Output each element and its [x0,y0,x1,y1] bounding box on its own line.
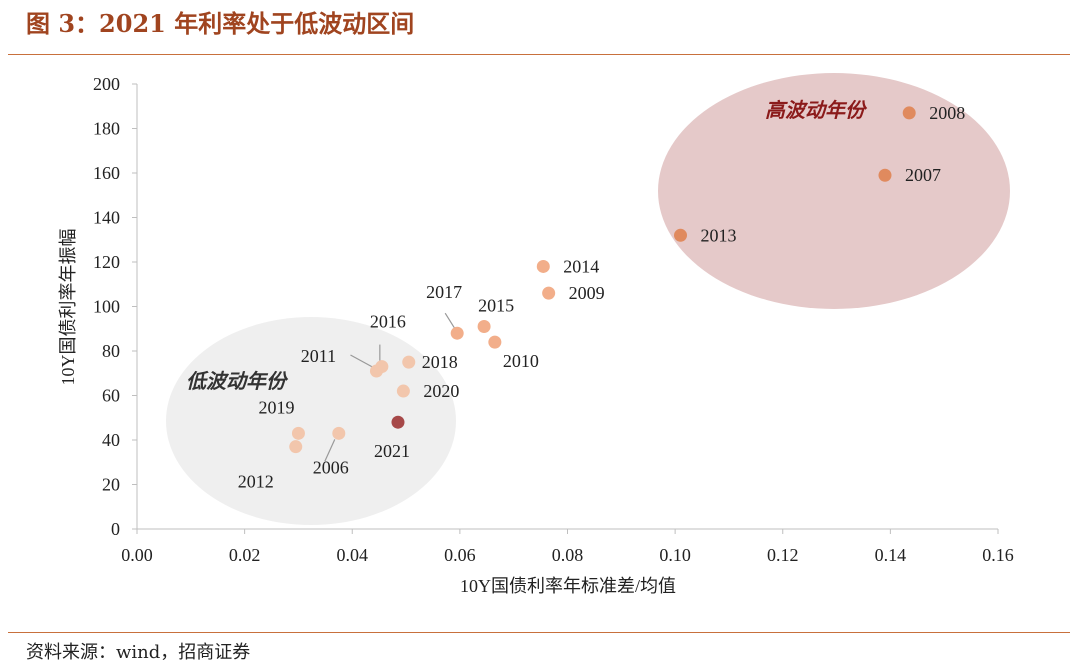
point-label-2018: 2018 [422,352,458,372]
point-label-2013: 2013 [701,225,737,245]
point-label-2021: 2021 [374,441,410,461]
x-tick-label: 0.04 [337,545,369,565]
point-2011 [369,364,383,378]
point-label-2020: 2020 [423,381,459,401]
bottom-rule [8,632,1070,633]
point-label-2007: 2007 [905,165,941,185]
x-tick-label: 0.10 [659,545,691,565]
y-tick-label: 200 [93,74,120,94]
y-tick-label: 120 [93,252,120,272]
point-label-2014: 2014 [563,256,599,276]
point-2015 [477,320,491,334]
point-2006 [332,426,346,440]
x-tick-label: 0.14 [875,545,907,565]
annotation-high: 高波动年份 [765,99,868,122]
x-axis-label: 10Y国债利率年标准差/均值 [460,576,676,596]
x-tick-label: 0.06 [444,545,476,565]
point-label-2016: 2016 [370,312,406,332]
y-tick-label: 20 [102,475,120,495]
point-label-2012: 2012 [238,472,274,492]
point-2020 [396,384,410,398]
y-tick-label: 60 [102,386,120,406]
point-label-2015: 2015 [478,296,514,316]
x-tick-label: 0.12 [767,545,799,565]
point-label-2011: 2011 [301,346,336,366]
point-2014 [536,259,550,273]
point-2019 [291,426,305,440]
y-tick-label: 140 [93,208,120,228]
point-2021 [391,415,405,429]
leader-2017 [444,312,456,330]
y-tick-label: 80 [102,341,120,361]
x-tick-label: 0.00 [121,545,153,565]
figure-title: 图 3：2021 年利率处于低波动区间 [26,9,415,38]
y-tick-label: 160 [93,163,120,183]
point-2012 [289,440,303,454]
point-label-2006: 2006 [313,457,349,477]
y-tick-label: 180 [93,119,120,139]
annotation-low: 低波动年份 [186,370,289,393]
scatter-chart: 0.00 0.02 0.04 0.06 0.08 0.10 0.12 0.14 0.16 0 20 4… [58,73,1014,596]
leader-2011 [350,354,373,368]
point-label-2010: 2010 [503,351,539,371]
point-2008 [902,106,916,120]
point-label-2017: 2017 [426,282,462,302]
y-tick-label: 0 [111,519,120,539]
point-2017 [450,326,464,340]
x-tick-label: 0.08 [552,545,584,565]
x-tick-label: 0.02 [229,545,261,565]
point-label-2019: 2019 [258,397,294,417]
y-tick-label: 100 [93,297,120,317]
point-label-2008: 2008 [929,103,965,123]
leader-2006 [324,439,336,462]
point-2009 [542,286,556,300]
point-2007 [878,168,892,182]
top-rule [8,54,1070,55]
point-2010 [488,335,502,349]
y-axis-label: 10Y国债利率年振幅 [58,229,78,386]
source-note: 资料来源：wind，招商证券 [26,642,251,663]
point-2018 [402,355,416,369]
x-tick-label: 0.16 [982,545,1014,565]
point-label-2009: 2009 [569,283,605,303]
high-volatility-region [658,73,1010,309]
point-2013 [674,228,688,242]
y-tick-label: 40 [102,430,120,450]
